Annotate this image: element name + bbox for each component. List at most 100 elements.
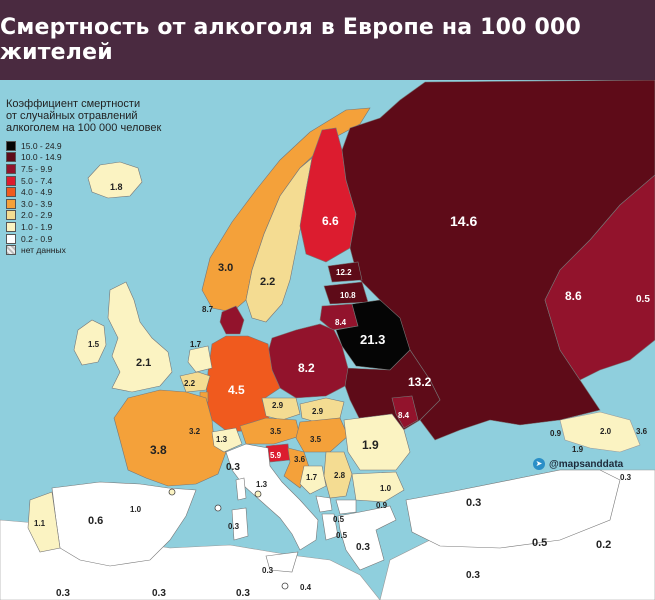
label-romania: 1.9 bbox=[362, 438, 379, 452]
country-czechia bbox=[261, 397, 301, 421]
label-lithuania: 8.4 bbox=[335, 318, 347, 327]
country-turkey bbox=[405, 469, 621, 549]
country-russia bbox=[341, 80, 655, 441]
legend-list: 15.0 - 24.9 10.0 - 14.9 7.5 - 9.9 5.0 - … bbox=[6, 140, 196, 256]
label-russia: 14.6 bbox=[450, 213, 477, 229]
label-syria: 0.5 bbox=[532, 537, 547, 549]
label-uk: 2.1 bbox=[136, 357, 151, 369]
label-azerbaijan-south: 0.3 bbox=[620, 473, 632, 482]
label-andorra: 1.0 bbox=[130, 505, 142, 514]
legend-swatch bbox=[6, 221, 16, 232]
label-austria: 3.5 bbox=[270, 427, 282, 436]
label-luxembourg: 3.2 bbox=[189, 427, 201, 436]
credit: ➤ @mapsanddata bbox=[533, 458, 623, 470]
legend-item: 10.0 - 14.9 bbox=[6, 152, 196, 164]
legend-label: 7.5 - 9.9 bbox=[21, 163, 53, 174]
label-switzerland: 1.3 bbox=[216, 435, 228, 444]
legend-swatch bbox=[6, 152, 16, 163]
legend-label: 10.0 - 14.9 bbox=[21, 152, 62, 163]
legend-label: 1.0 - 1.9 bbox=[21, 221, 53, 232]
label-latvia: 10.8 bbox=[340, 291, 356, 300]
legend-item: 5.0 - 7.4 bbox=[6, 175, 196, 187]
country-moldova bbox=[391, 395, 419, 429]
label-georgia: 0.9 bbox=[550, 429, 562, 438]
telegram-icon: ➤ bbox=[533, 458, 545, 470]
country-hungary bbox=[295, 417, 349, 453]
label-spain: 0.6 bbox=[88, 515, 103, 527]
dot-san-marino bbox=[254, 490, 262, 498]
country-italy bbox=[225, 443, 319, 551]
label-estonia: 12.2 bbox=[336, 268, 352, 277]
legend-item: 7.5 - 9.9 bbox=[6, 163, 196, 175]
legend-label: 5.0 - 7.4 bbox=[21, 175, 53, 186]
island-sardinia bbox=[231, 507, 249, 541]
legend-swatch bbox=[6, 233, 16, 244]
legend-swatch bbox=[6, 175, 16, 186]
legend-label: 3.0 - 3.9 bbox=[21, 198, 53, 209]
label-iraq: 0.2 bbox=[596, 539, 611, 551]
country-denmark bbox=[219, 305, 245, 335]
legend-title-line-2: от случайных отравлений bbox=[6, 110, 138, 122]
label-netherlands: 1.7 bbox=[190, 340, 202, 349]
label-tunisia: 0.3 bbox=[236, 588, 250, 599]
country-belarus bbox=[335, 299, 411, 371]
country-belgium bbox=[179, 371, 211, 393]
label-croatia: 3.6 bbox=[294, 455, 306, 464]
legend-swatch bbox=[6, 245, 16, 256]
legend-title-line-3: алкоголем на 100 000 человек bbox=[6, 122, 162, 134]
label-serbia: 2.8 bbox=[334, 471, 346, 480]
country-ireland bbox=[73, 319, 107, 366]
label-bulgaria: 1.0 bbox=[380, 484, 392, 493]
label-denmark: 8.7 bbox=[202, 305, 214, 314]
country-uk bbox=[107, 281, 173, 393]
country-greece bbox=[337, 505, 397, 571]
legend-item: 2.0 - 2.9 bbox=[6, 210, 196, 222]
country-ukraine bbox=[344, 349, 441, 433]
country-estonia bbox=[327, 261, 363, 283]
country-switzerland bbox=[211, 427, 243, 453]
value-labels: 1.8 3.0 2.2 6.6 14.6 8.6 0.5 12.2 10.8 8… bbox=[34, 182, 650, 599]
label-kazakhstan: 8.6 bbox=[565, 289, 582, 303]
legend-item: 0.2 - 0.9 bbox=[6, 233, 196, 245]
island-sicily bbox=[265, 551, 299, 573]
label-germany: 4.5 bbox=[228, 383, 245, 397]
legend-label: 4.0 - 4.9 bbox=[21, 187, 53, 198]
country-bosnia bbox=[299, 465, 327, 495]
country-romania bbox=[343, 413, 411, 471]
country-france bbox=[113, 389, 227, 487]
country-portugal bbox=[27, 491, 61, 553]
label-ukraine: 13.2 bbox=[408, 375, 432, 389]
label-azerbaijan-east: 3.6 bbox=[636, 427, 648, 436]
legend-item: нет данных bbox=[6, 244, 196, 256]
country-kazakhstan bbox=[544, 174, 655, 381]
label-azerbaijan: 2.0 bbox=[600, 427, 612, 436]
country-north-macedonia bbox=[335, 499, 357, 515]
label-sweden: 2.2 bbox=[260, 276, 275, 288]
dot-liechtenstein bbox=[214, 504, 222, 512]
label-armenia: 1.9 bbox=[572, 445, 584, 454]
label-hungary: 3.5 bbox=[310, 435, 322, 444]
country-bulgaria bbox=[351, 471, 405, 503]
label-belgium: 2.2 bbox=[184, 379, 196, 388]
label-bosnia: 1.7 bbox=[306, 473, 318, 482]
legend-title: Коэффициент смертности от случайных отра… bbox=[6, 98, 196, 134]
legend-label: 2.0 - 2.9 bbox=[21, 210, 53, 221]
label-montenegro: 0.5 bbox=[333, 515, 345, 524]
legend-item: 3.0 - 3.9 bbox=[6, 198, 196, 210]
country-netherlands bbox=[187, 345, 213, 373]
label-turkey: 0.3 bbox=[466, 497, 481, 509]
legend-item: 15.0 - 24.9 bbox=[6, 140, 196, 152]
label-san-marino: 1.3 bbox=[256, 480, 268, 489]
label-iceland: 1.8 bbox=[110, 182, 123, 192]
label-corsica: 0.3 bbox=[228, 522, 240, 531]
legend-label: 0.2 - 0.9 bbox=[21, 233, 53, 244]
land-caucasus bbox=[559, 411, 641, 453]
country-serbia bbox=[323, 451, 353, 499]
label-norway: 3.0 bbox=[218, 262, 233, 274]
legend-swatch bbox=[6, 140, 16, 151]
label-kazakhstan-east: 0.5 bbox=[636, 294, 650, 305]
legend: Коэффициент смертности от случайных отра… bbox=[6, 98, 196, 256]
label-sardinia: 0.3 bbox=[262, 566, 274, 575]
legend-swatch bbox=[6, 198, 16, 209]
label-malta: 0.4 bbox=[300, 583, 312, 592]
